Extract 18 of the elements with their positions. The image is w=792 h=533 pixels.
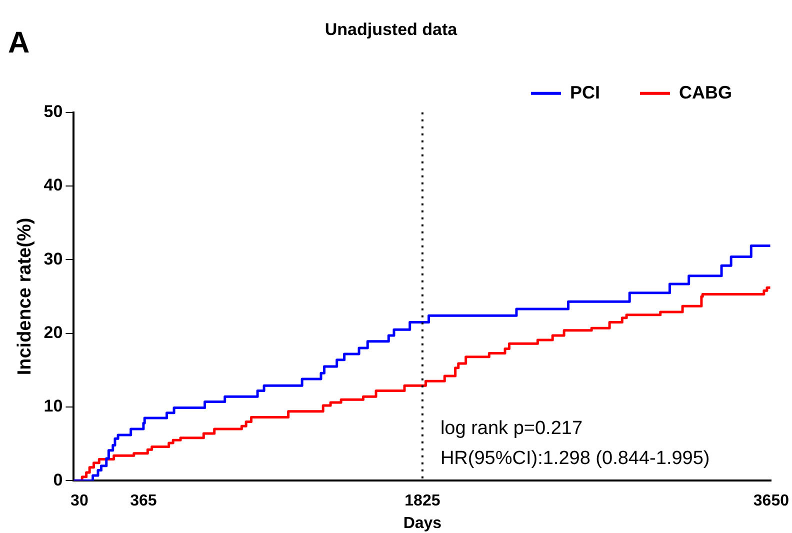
y-tick-label: 40 (44, 176, 63, 195)
y-tick-label: 10 (44, 396, 63, 416)
legend-label: PCI (570, 82, 600, 102)
chart-title: Unadjusted data (324, 20, 458, 39)
annotation: HR(95%CI):1.298 (0.844-1.995) (440, 448, 710, 469)
x-tick-label: 365 (130, 492, 157, 510)
x-axis-title: Days (403, 514, 442, 532)
y-axis-title: Incidence rate(%) (14, 218, 36, 376)
y-tick-label: 30 (44, 249, 63, 268)
x-tick-label: 1825 (404, 492, 440, 510)
annotation: log rank p=0.217 (440, 418, 583, 439)
y-tick-label: 20 (44, 323, 63, 342)
text: A (8, 26, 30, 60)
x-tick-label: 30 (70, 492, 88, 510)
x-tick-label: 3650 (753, 492, 790, 510)
y-tick-label: 0 (53, 470, 63, 490)
legend-label: CABG (679, 82, 732, 102)
y-tick-label: 50 (44, 102, 63, 122)
